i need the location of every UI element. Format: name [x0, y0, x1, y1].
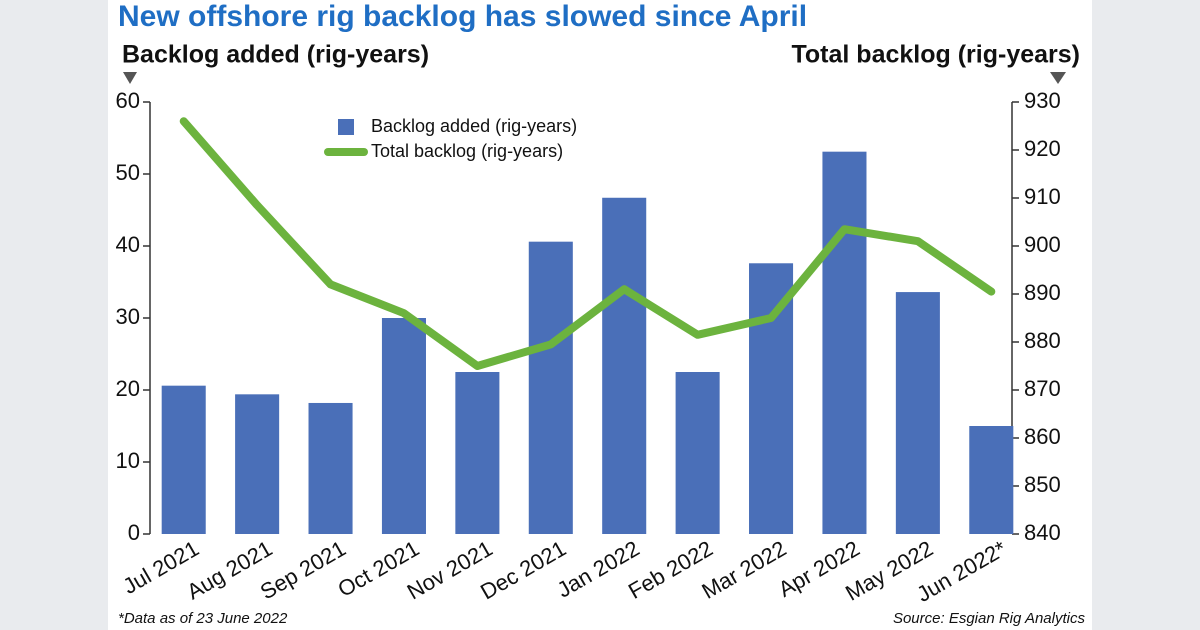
bar	[308, 402, 353, 534]
legend-label: Total backlog (rig-years)	[371, 141, 563, 161]
legend-label: Backlog added (rig-years)	[371, 116, 577, 136]
bar	[602, 197, 647, 534]
bar	[675, 372, 720, 534]
y2-tick-label: 900	[1024, 232, 1061, 257]
y-axis-title: Backlog added (rig-years)	[122, 41, 429, 69]
y-tick-label: 50	[116, 160, 140, 185]
bar	[749, 263, 794, 534]
bar	[455, 372, 500, 534]
bar	[822, 151, 867, 534]
chart-title: New offshore rig backlog has slowed sinc…	[118, 0, 807, 33]
y-tick-label: 60	[116, 88, 140, 113]
y2-tick-label: 920	[1024, 136, 1061, 161]
y2-tick-label: 890	[1024, 280, 1061, 305]
axis-marker	[1050, 72, 1066, 84]
y2-tick-label: 860	[1024, 424, 1061, 449]
y-tick-label: 10	[116, 448, 140, 473]
y-tick-label: 30	[116, 304, 140, 329]
y2-tick-label: 870	[1024, 376, 1061, 401]
y2-tick-label: 880	[1024, 328, 1061, 353]
line	[179, 117, 996, 370]
y2-tick-label: 840	[1024, 520, 1061, 545]
y2-tick-label: 930	[1024, 88, 1061, 113]
y2-axis-title: Total backlog (rig-years)	[792, 41, 1081, 69]
bar	[969, 426, 1014, 534]
legend-swatch	[338, 119, 354, 135]
bar	[381, 318, 426, 534]
bar	[895, 292, 940, 534]
bar	[235, 394, 280, 534]
panel	[108, 0, 1092, 630]
y-tick-label: 0	[128, 520, 140, 545]
source: Source: Esgian Rig Analytics	[893, 610, 1086, 627]
y-tick-label: 20	[116, 376, 140, 401]
y-tick-label: 40	[116, 232, 140, 257]
footnote: *Data as of 23 June 2022	[118, 610, 288, 627]
axis-marker	[123, 72, 137, 84]
y2-tick-label: 850	[1024, 472, 1061, 497]
bar	[161, 385, 206, 534]
bar	[528, 241, 573, 534]
y2-tick-label: 910	[1024, 184, 1061, 209]
